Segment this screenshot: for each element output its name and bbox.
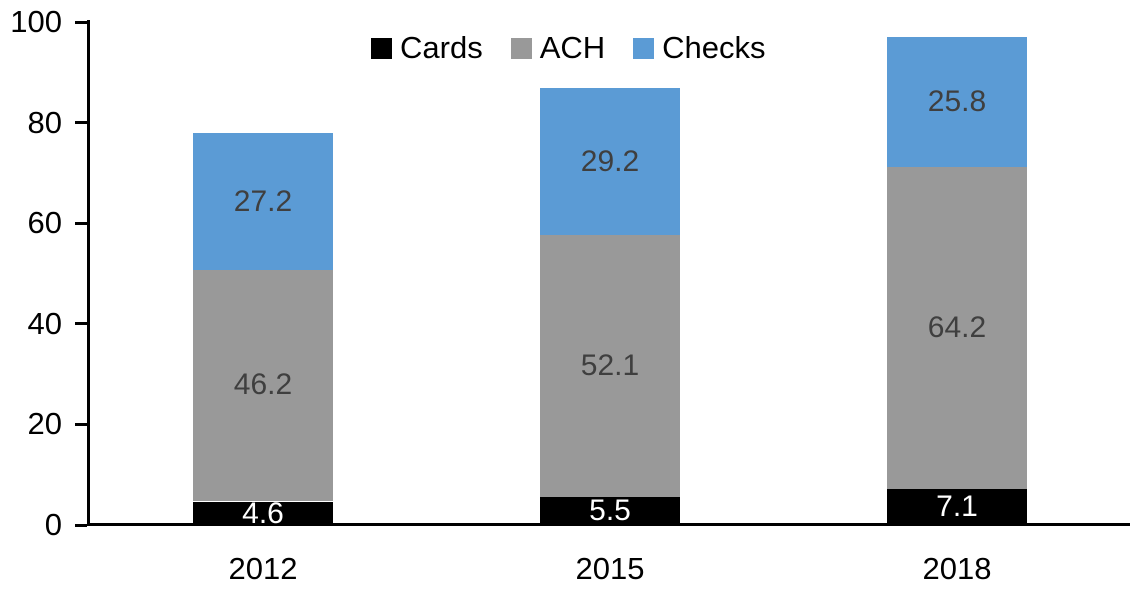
bar-segment-cards-2018: 7.1 xyxy=(887,489,1027,525)
y-tick xyxy=(75,423,87,426)
data-label-checks-2012: 27.2 xyxy=(233,184,293,218)
y-tick-label: 40 xyxy=(27,306,62,341)
x-axis-label-2015: 2015 xyxy=(575,551,645,586)
x-axis-label-2018: 2018 xyxy=(922,551,992,586)
y-axis-line xyxy=(87,20,90,526)
data-label-checks-2015: 29.2 xyxy=(580,144,640,178)
legend-swatch-cards-icon xyxy=(371,37,392,59)
data-label-cards-2015: 5.5 xyxy=(589,494,631,527)
y-tick-label: 20 xyxy=(27,406,62,441)
legend-swatch-ach-icon xyxy=(510,37,532,59)
data-label-cards-2012: 4.6 xyxy=(242,496,284,530)
data-label-ach-2012: 46.2 xyxy=(233,368,293,401)
data-label-cards-2018: 7.1 xyxy=(936,490,978,523)
y-tick-label: 60 xyxy=(27,205,62,240)
data-label-ach-2015: 52.1 xyxy=(580,349,640,382)
y-tick xyxy=(75,222,87,225)
data-label-ach-2018: 64.2 xyxy=(927,310,987,344)
y-tick xyxy=(75,21,87,24)
data-label-checks-2018: 25.8 xyxy=(927,85,987,118)
y-tick-label: 80 xyxy=(27,105,62,140)
legend-label-ach: ACH xyxy=(539,30,606,65)
legend-item-cards: Cards xyxy=(371,31,483,65)
legend-label-cards: Cards xyxy=(400,30,483,65)
bar-segment-cards-2012: 4.6 xyxy=(193,497,333,529)
bar-segment-cards-2015: 5.5 xyxy=(540,494,680,527)
bar-segment-checks-2015: 29.2 xyxy=(540,88,680,235)
y-tick-label: 100 xyxy=(10,4,62,39)
bar-segment-checks-2012: 27.2 xyxy=(193,133,333,270)
bar-segment-checks-2018: 25.8 xyxy=(887,37,1027,167)
bar-segment-ach-2015: 52.1 xyxy=(540,235,680,497)
x-axis-label-2012: 2012 xyxy=(228,551,298,586)
y-tick-label: 0 xyxy=(44,507,62,542)
bar-segment-ach-2012: 46.2 xyxy=(193,269,333,501)
y-tick xyxy=(75,322,87,325)
y-tick xyxy=(75,524,87,527)
bar-segment-ach-2018: 64.2 xyxy=(887,166,1027,489)
legend-item-checks: Checks xyxy=(633,30,766,65)
legend: Cards ACH Checks xyxy=(371,31,766,65)
y-tick xyxy=(75,121,87,124)
legend-swatch-checks-icon xyxy=(633,37,655,59)
legend-item-ach: ACH xyxy=(510,30,606,65)
legend-label-checks: Checks xyxy=(662,30,766,65)
